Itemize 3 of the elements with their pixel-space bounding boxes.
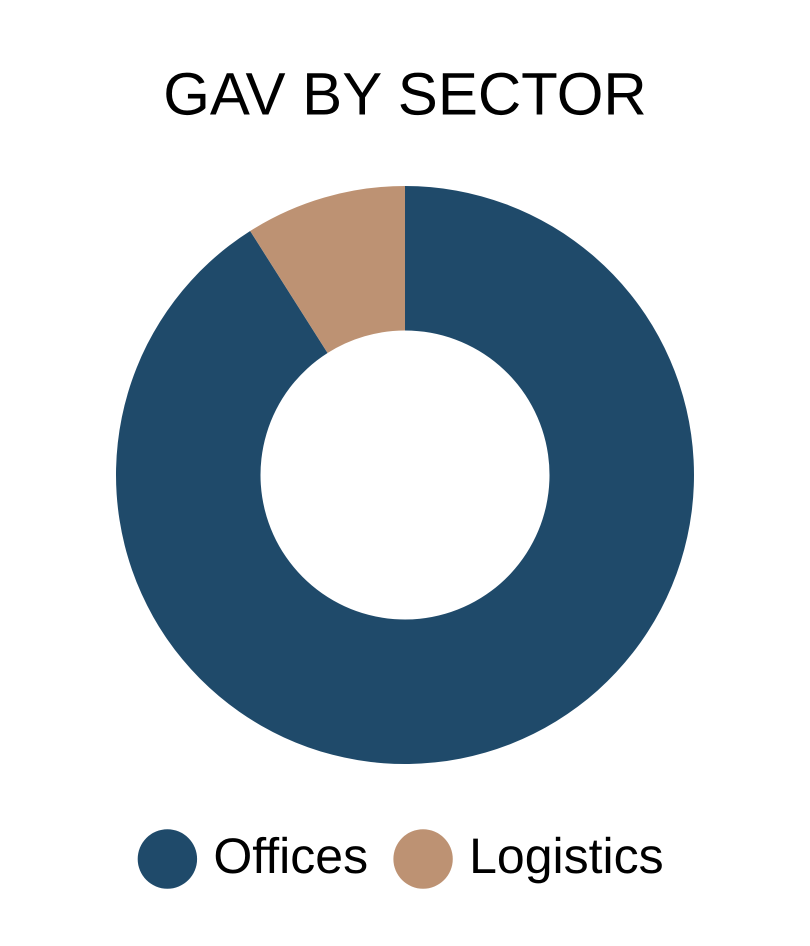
legend-label: Logistics (469, 828, 664, 884)
legend-label: Offices (213, 828, 368, 884)
chart-title: GAV BY SECTOR (163, 60, 647, 128)
